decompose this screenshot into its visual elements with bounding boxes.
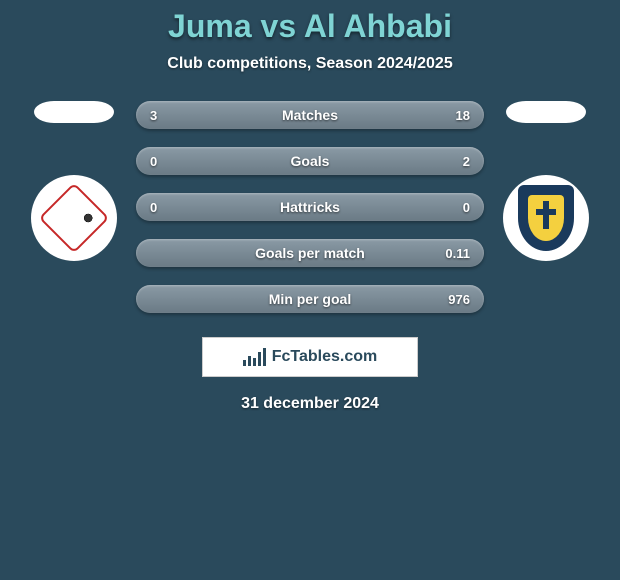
stat-row-hattricks: 0 Hattricks 0 bbox=[136, 193, 484, 221]
player-right-column bbox=[496, 101, 596, 261]
stat-row-goals: 0 Goals 2 bbox=[136, 147, 484, 175]
stat-left-value: 0 bbox=[150, 154, 157, 169]
bar-chart-icon bbox=[243, 348, 266, 366]
club-logo-left bbox=[31, 175, 117, 261]
comparison-card: Juma vs Al Ahbabi Club competitions, Sea… bbox=[0, 0, 620, 580]
stat-right-value: 0 bbox=[463, 200, 470, 215]
club-logo-right-badge bbox=[518, 185, 574, 251]
stat-row-min-per-goal: Min per goal 976 bbox=[136, 285, 484, 313]
club-logo-right-shield bbox=[528, 195, 564, 241]
brand-text: FcTables.com bbox=[272, 348, 378, 366]
stat-label: Goals bbox=[291, 153, 330, 169]
country-flag-right bbox=[506, 101, 586, 123]
stat-left-value: 0 bbox=[150, 200, 157, 215]
snapshot-date: 31 december 2024 bbox=[241, 395, 379, 413]
stat-right-value: 0.11 bbox=[445, 246, 470, 261]
club-logo-left-badge bbox=[39, 183, 110, 254]
player-left-column bbox=[24, 101, 124, 261]
stat-label: Min per goal bbox=[269, 291, 351, 307]
stat-row-matches: 3 Matches 18 bbox=[136, 101, 484, 129]
stat-right-value: 18 bbox=[456, 108, 470, 123]
stat-label: Matches bbox=[282, 107, 338, 123]
country-flag-left bbox=[34, 101, 114, 123]
page-subtitle: Club competitions, Season 2024/2025 bbox=[167, 55, 452, 73]
stat-label: Hattricks bbox=[280, 199, 340, 215]
club-logo-right bbox=[503, 175, 589, 261]
stats-list: 3 Matches 18 0 Goals 2 0 Hattricks 0 Goa… bbox=[136, 101, 484, 313]
stat-label: Goals per match bbox=[255, 245, 365, 261]
stat-row-goals-per-match: Goals per match 0.11 bbox=[136, 239, 484, 267]
stat-right-value: 976 bbox=[448, 292, 470, 307]
stat-right-value: 2 bbox=[463, 154, 470, 169]
comparison-body: 3 Matches 18 0 Goals 2 0 Hattricks 0 Goa… bbox=[0, 101, 620, 313]
page-title: Juma vs Al Ahbabi bbox=[168, 8, 452, 45]
stat-left-value: 3 bbox=[150, 108, 157, 123]
brand-link[interactable]: FcTables.com bbox=[202, 337, 418, 377]
